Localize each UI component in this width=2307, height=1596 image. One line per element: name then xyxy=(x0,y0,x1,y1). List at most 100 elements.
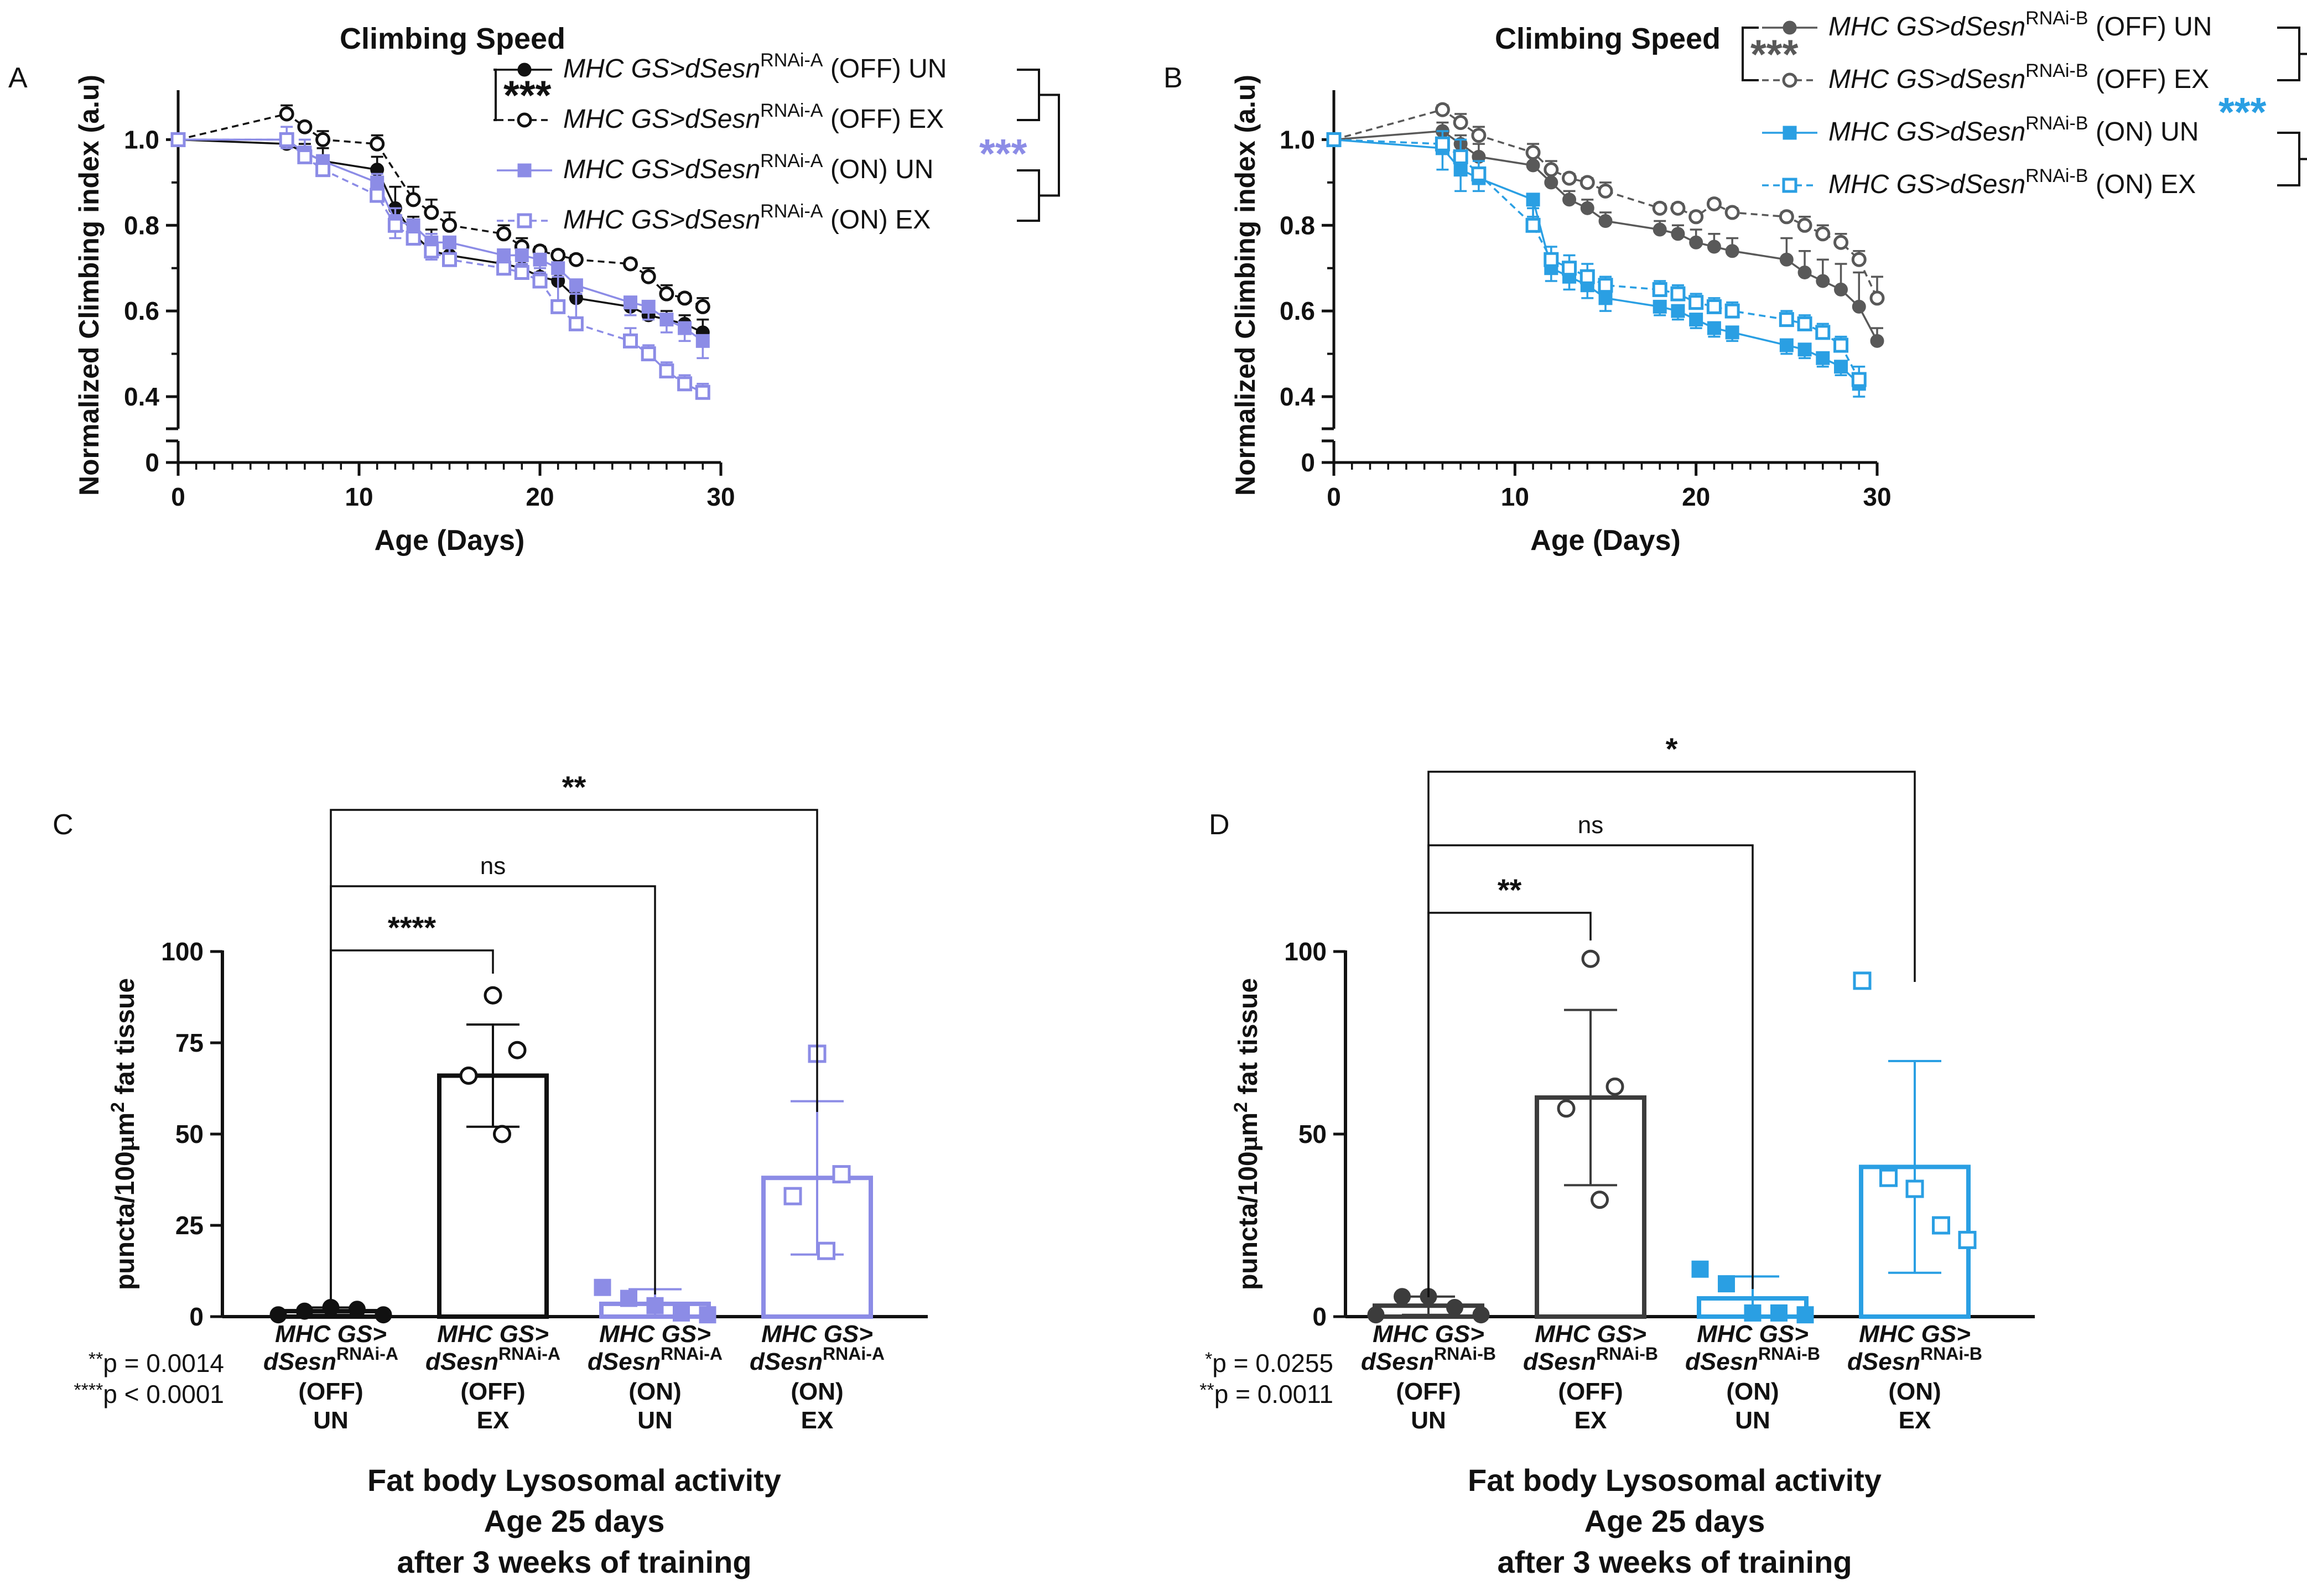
panel-letter: B xyxy=(1163,62,1183,94)
data-point xyxy=(1879,1168,1898,1187)
y-label-part: fat tissue xyxy=(111,978,140,1102)
data-point xyxy=(568,316,584,331)
data-point xyxy=(568,252,584,267)
data-point xyxy=(678,321,692,335)
y-tick-label: 0.4 xyxy=(1280,382,1315,411)
y-tick-label: 100 xyxy=(1284,937,1327,966)
legend-condition: (ON) EX xyxy=(823,205,931,235)
legend-genotype: MHC GS>dSesn xyxy=(563,105,760,134)
data-point xyxy=(1544,252,1559,267)
significance-bracket xyxy=(493,69,497,121)
series-4 xyxy=(170,126,710,400)
y-tick-label: 0.6 xyxy=(1280,297,1315,325)
data-point xyxy=(1852,299,1866,314)
comparison-label: ns xyxy=(1578,812,1603,839)
series-4 xyxy=(1326,130,1867,387)
significance-bracket xyxy=(1017,69,1040,121)
category-label: dSesnRNAi-B xyxy=(1523,1344,1658,1375)
data-point xyxy=(406,192,421,207)
category-label: EX xyxy=(1899,1407,1931,1434)
data-point xyxy=(1671,227,1685,241)
data-point xyxy=(1472,1306,1490,1324)
y-tick-label: 1.0 xyxy=(1280,125,1315,154)
y-tick-label: 50 xyxy=(175,1120,204,1148)
category-superscript: RNAi-A xyxy=(498,1344,560,1364)
y-axis-label: Normalized Climbing index (a.u) xyxy=(1230,75,1261,496)
category-label: (OFF) xyxy=(1396,1378,1461,1405)
y-label-part: puncta/100 xyxy=(1234,1151,1263,1290)
data-point xyxy=(1562,193,1577,207)
panel-a-climbing-chart: A Climbing Speed 0.4 0.6 0.8 1.0 00 10 20 30 Age (… xyxy=(8,22,1060,557)
panel-letter: D xyxy=(1209,809,1230,841)
data-point xyxy=(641,346,656,362)
data-point xyxy=(659,286,674,301)
data-point xyxy=(532,273,548,289)
category-superscript: RNAi-A xyxy=(823,1344,885,1364)
data-point xyxy=(1853,971,1872,990)
legend-label: MHC GS>dSesnRNAi-A (ON) EX xyxy=(563,201,931,235)
panel-c-bar-chart: C 0 25 50 75 100 puncta/100µm2 fat tissue MHC G… xyxy=(53,770,928,1579)
legend-genotype: MHC GS>dSesn xyxy=(1828,65,2025,94)
category-label: dSesnRNAi-B xyxy=(1685,1344,1820,1375)
category-superscript: RNAi-B xyxy=(1920,1344,1982,1364)
data-point xyxy=(279,132,294,147)
data-point xyxy=(1453,115,1468,130)
category-superscript: RNAi-B xyxy=(1434,1344,1496,1364)
data-point xyxy=(387,217,403,233)
data-point xyxy=(279,106,294,122)
legend-label: MHC GS>dSesnRNAi-A (OFF) UN xyxy=(563,50,947,84)
legend-label: MHC GS>dSesnRNAi-A (OFF) EX xyxy=(563,100,944,134)
category-label: MHC GS> xyxy=(1859,1321,1971,1348)
legend-superscript: RNAi-B xyxy=(2025,8,2088,29)
significance-bracket xyxy=(1742,27,1759,81)
data-point xyxy=(659,313,674,327)
data-point xyxy=(641,269,656,284)
y-tick-label: 25 xyxy=(175,1211,204,1240)
data-point xyxy=(424,205,439,220)
y-tick-label: 0.8 xyxy=(1280,211,1315,240)
data-point xyxy=(442,217,457,233)
data-point xyxy=(1691,1260,1709,1278)
category-genotype: dSesn xyxy=(750,1348,823,1375)
chart-caption: Age 25 days xyxy=(1584,1504,1765,1538)
data-point xyxy=(1707,321,1721,335)
p-value-stars: **** xyxy=(74,1380,103,1401)
data-point xyxy=(1724,303,1740,319)
legend-superscript: RNAi-B xyxy=(2025,60,2088,81)
data-point xyxy=(1544,162,1559,178)
data-point xyxy=(1544,175,1558,190)
legend-marker xyxy=(1782,72,1797,88)
y-tick-label: 0 xyxy=(189,1302,204,1331)
data-point xyxy=(1598,291,1613,305)
data-point xyxy=(1797,265,1812,279)
data-point xyxy=(1797,342,1812,357)
data-point xyxy=(1816,351,1830,365)
legend-marker xyxy=(1783,126,1797,140)
category-label: UN xyxy=(1411,1407,1446,1434)
significance-stars: *** xyxy=(979,131,1027,176)
data-point xyxy=(1653,222,1667,237)
data-point xyxy=(375,1306,392,1324)
legend-genotype: MHC GS>dSesn xyxy=(563,155,760,184)
chart-title: Climbing Speed xyxy=(340,22,565,55)
category-label: (ON) xyxy=(1888,1378,1941,1405)
y-label-mu: µ xyxy=(1234,1136,1263,1152)
category-label: MHC GS> xyxy=(761,1321,873,1348)
data-point xyxy=(1779,252,1794,267)
series-2 xyxy=(170,104,710,314)
legend-condition: (OFF) UN xyxy=(2088,12,2212,41)
data-point xyxy=(623,295,637,310)
data-point xyxy=(1689,235,1703,249)
data-point xyxy=(1652,200,1667,216)
comparison-label: ** xyxy=(1498,872,1522,907)
category-superscript: RNAi-B xyxy=(1758,1344,1820,1364)
data-point xyxy=(677,376,693,392)
data-point xyxy=(783,1187,802,1205)
data-point xyxy=(1367,1306,1385,1324)
data-point xyxy=(1851,252,1867,267)
data-point xyxy=(1453,149,1468,164)
data-point xyxy=(406,231,421,246)
data-point xyxy=(315,162,331,178)
data-point xyxy=(514,264,529,280)
x-axis-label: Age (Days) xyxy=(1530,524,1681,557)
